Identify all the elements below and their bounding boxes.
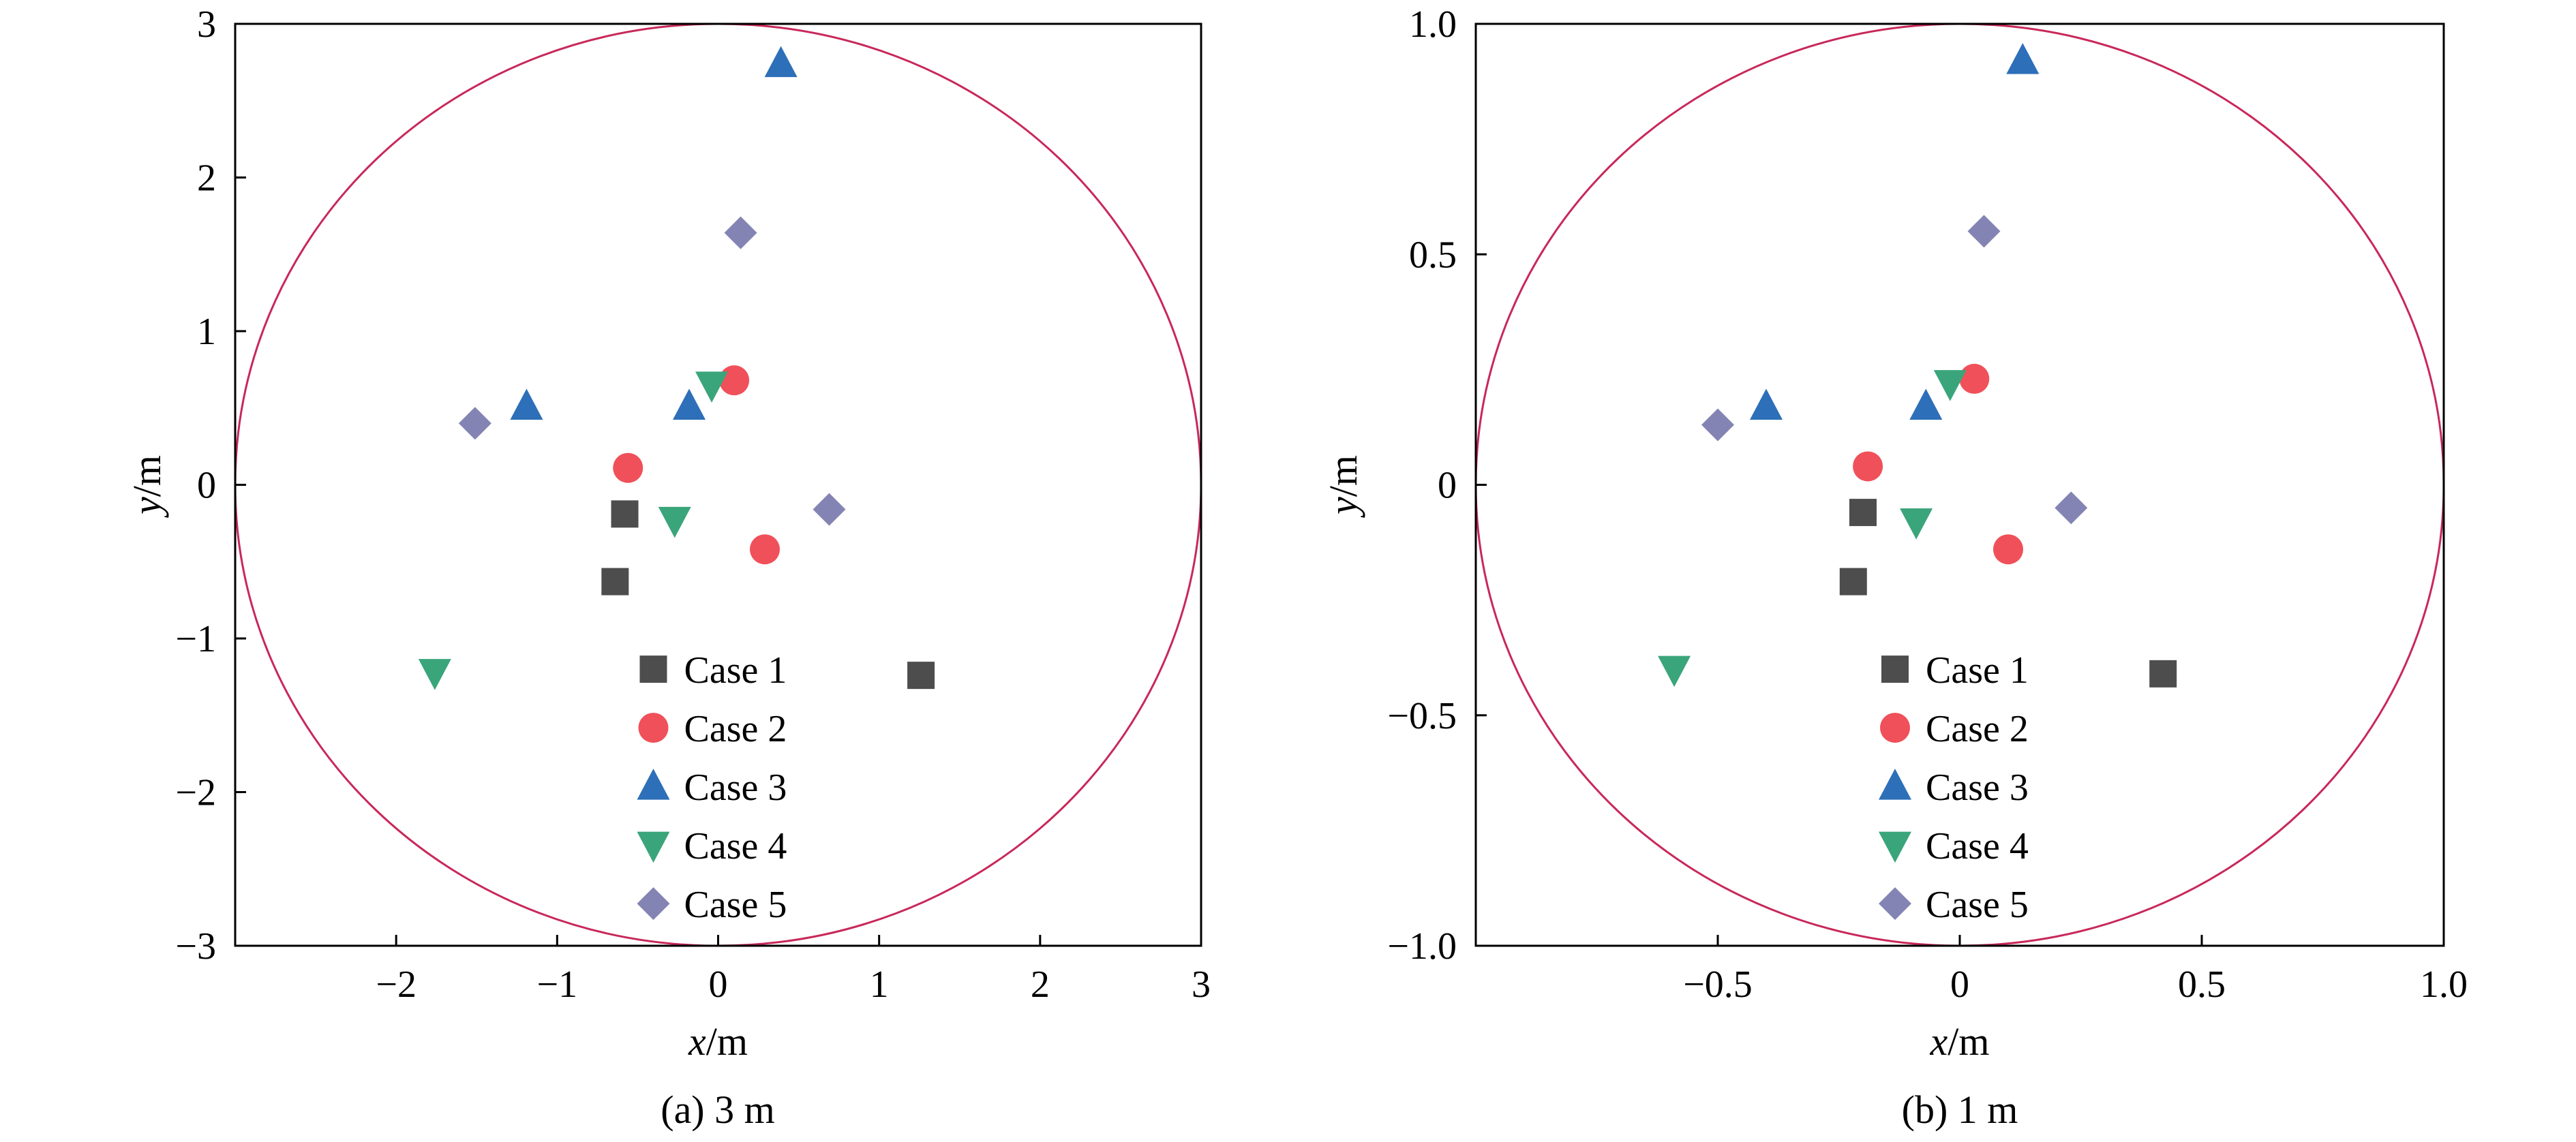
panel-caption: (a) 3 m (661, 1087, 775, 1132)
data-point-case-2 (1993, 534, 2023, 565)
data-point-case-4 (418, 659, 451, 690)
legend-label-case-1: Case 1 (1926, 649, 2029, 692)
data-point-case-1 (1839, 568, 1867, 596)
legend-marker-case-3 (637, 769, 670, 800)
y-axis-label: y/m (1321, 455, 1365, 518)
x-tick-label: −0.5 (1683, 963, 1753, 1006)
panel-b: −0.5 0 0.5 1.0 −1.0 −0.5 0 0.5 1.0 x/m y/m Case 1 Ca… (1321, 3, 2468, 1132)
x-tick-label: 2 (1031, 963, 1050, 1006)
legend-label-case-4: Case 4 (1926, 825, 2029, 867)
x-tick-label: −2 (376, 963, 416, 1006)
data-point-case-5 (458, 407, 491, 440)
x-tick-label: 3 (1192, 963, 1211, 1006)
legend-marker-case-1 (1881, 655, 1909, 683)
data-point-case-4 (658, 506, 691, 538)
data-point-case-1 (611, 500, 639, 528)
data-point-case-5 (2055, 491, 2088, 525)
data-point-case-4 (1900, 508, 1933, 540)
data-point-case-2 (1959, 363, 1990, 394)
legend-marker-case-2 (638, 713, 669, 743)
data-point-case-3 (510, 388, 543, 420)
data-point-case-1 (1849, 499, 1877, 527)
x-tick-label: 0 (709, 963, 728, 1006)
x-tick-label: −1 (537, 963, 578, 1006)
x-tick-label: 1 (870, 963, 889, 1006)
legend-label-case-5: Case 5 (1926, 884, 2029, 926)
y-tick-label: 3 (197, 3, 216, 46)
legend-marker-case-4 (1879, 831, 1911, 863)
data-point-case-3 (1909, 388, 1943, 420)
y-tick-label: 0 (1438, 465, 1457, 507)
legend-label-case-5: Case 5 (684, 884, 787, 926)
legend-marker-case-4 (637, 831, 670, 863)
data-point-case-3 (672, 388, 706, 420)
data-point-case-4 (1933, 370, 1967, 401)
data-point-case-2 (719, 365, 750, 396)
data-point-case-5 (1967, 215, 2001, 248)
y-tick-label: 0.5 (1409, 234, 1457, 276)
data-point-case-3 (764, 46, 798, 78)
data-point-case-5 (724, 216, 757, 249)
y-tick-label: −1.0 (1387, 925, 1457, 968)
legend-marker-case-5 (637, 887, 670, 921)
legend-marker-case-1 (639, 655, 667, 683)
legend-label-case-3: Case 3 (1926, 767, 2029, 809)
legend-label-case-3: Case 3 (684, 767, 787, 809)
x-tick-label: 1.0 (2420, 963, 2468, 1006)
legend-marker-case-2 (1880, 713, 1910, 743)
data-point-case-1 (2149, 660, 2177, 688)
legend-marker-case-5 (1879, 887, 1911, 921)
data-point-case-2 (1853, 451, 1883, 482)
data-point-case-5 (813, 493, 846, 526)
data-point-case-1 (907, 662, 935, 690)
x-tick-label: 0 (1950, 963, 1969, 1006)
x-tick-label: 0.5 (2178, 963, 2226, 1006)
y-tick-label: −1 (175, 618, 216, 660)
y-tick-label: 2 (197, 157, 216, 200)
legend-label-case-1: Case 1 (684, 649, 787, 692)
y-tick-label: −3 (175, 925, 216, 968)
legend-label-case-4: Case 4 (684, 825, 787, 867)
data-point-case-2 (749, 534, 780, 565)
y-tick-label: 1 (197, 311, 216, 353)
y-tick-label: 0 (197, 465, 216, 507)
data-point-case-3 (1750, 388, 1783, 420)
panel-caption: (b) 1 m (1902, 1087, 2018, 1132)
data-point-case-1 (601, 568, 629, 596)
y-tick-label: −0.5 (1387, 695, 1457, 737)
y-tick-label: −2 (175, 772, 216, 814)
legend-label-case-2: Case 2 (1926, 708, 2029, 750)
x-axis-label: x/m (1930, 1019, 1990, 1064)
data-point-case-4 (695, 371, 729, 403)
panel-a: −2 −1 0 1 2 3 −3 −2 −1 0 1 2 3 x/m y/m Case 1 Case 2 Case… (125, 3, 1211, 1132)
data-point-case-2 (613, 452, 643, 483)
data-point-case-4 (1658, 655, 1691, 688)
legend-label-case-2: Case 2 (684, 708, 787, 750)
y-axis-label: y/m (125, 455, 169, 518)
legend-marker-case-3 (1879, 769, 1911, 800)
data-point-case-5 (1701, 408, 1734, 442)
data-point-case-3 (2006, 43, 2040, 74)
x-axis-label: x/m (688, 1019, 748, 1064)
y-tick-label: 1.0 (1409, 3, 1457, 46)
